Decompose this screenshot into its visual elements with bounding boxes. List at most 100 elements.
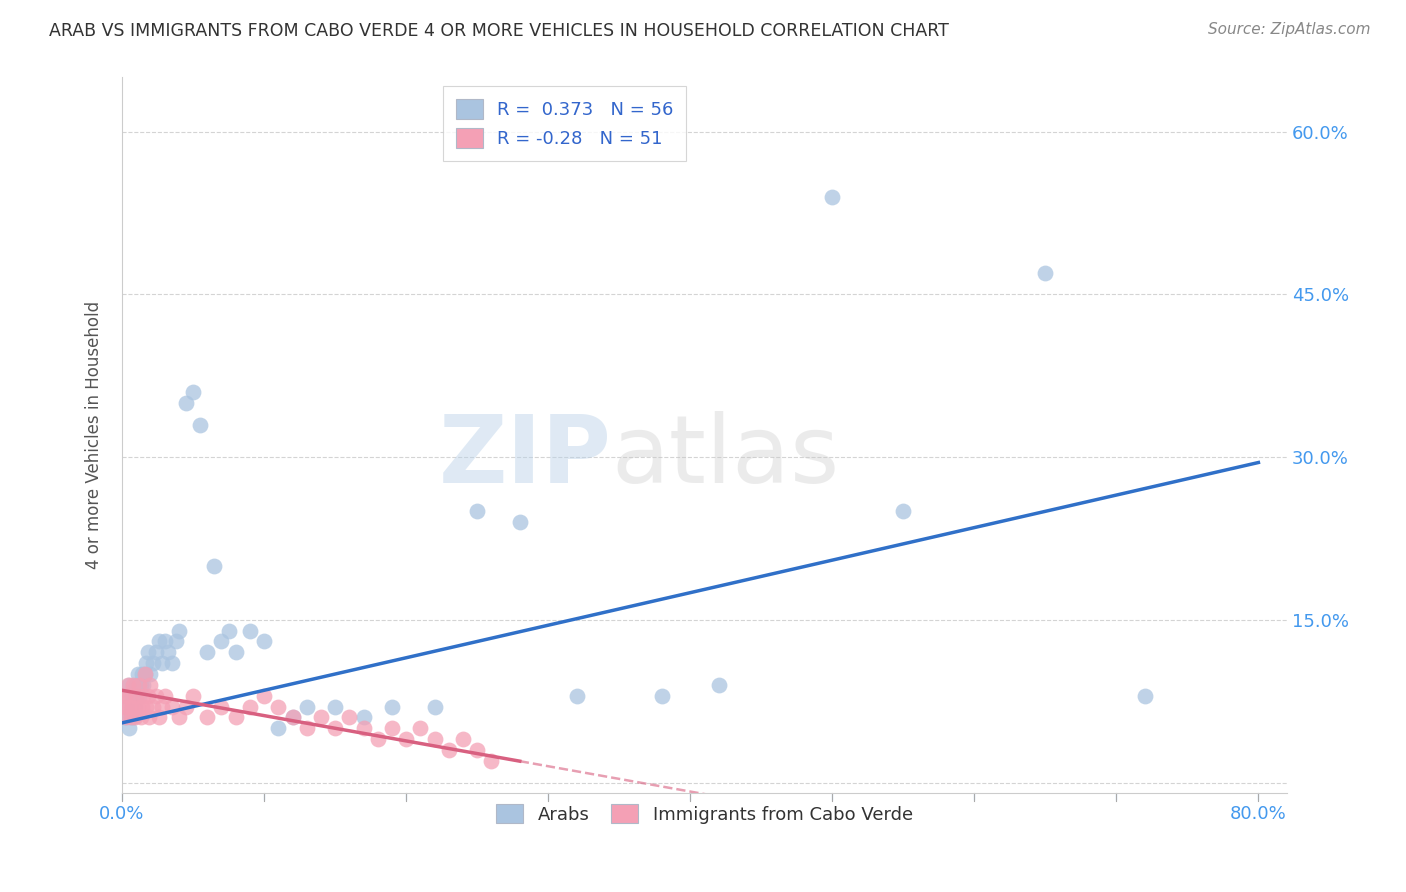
Point — [121, 699, 143, 714]
Point — [135, 699, 157, 714]
Point — [1033, 266, 1056, 280]
Point — [153, 634, 176, 648]
Point — [125, 689, 148, 703]
Point — [115, 710, 138, 724]
Point — [323, 699, 346, 714]
Point — [253, 689, 276, 703]
Point — [120, 710, 142, 724]
Point — [120, 710, 142, 724]
Point — [122, 710, 145, 724]
Point — [267, 699, 290, 714]
Point — [134, 667, 156, 681]
Point — [195, 645, 218, 659]
Point — [281, 710, 304, 724]
Text: ZIP: ZIP — [439, 411, 612, 503]
Point — [122, 678, 145, 692]
Point — [565, 689, 588, 703]
Point — [139, 667, 162, 681]
Point — [423, 699, 446, 714]
Point — [225, 645, 247, 659]
Y-axis label: 4 or more Vehicles in Household: 4 or more Vehicles in Household — [86, 301, 103, 569]
Text: atlas: atlas — [612, 411, 839, 503]
Point — [707, 678, 730, 692]
Point — [181, 384, 204, 399]
Point — [150, 699, 173, 714]
Point — [125, 678, 148, 692]
Legend: Arabs, Immigrants from Cabo Verde: Arabs, Immigrants from Cabo Verde — [485, 793, 924, 834]
Point — [181, 689, 204, 703]
Point — [156, 645, 179, 659]
Point — [124, 699, 146, 714]
Point — [129, 678, 152, 692]
Point — [145, 689, 167, 703]
Point — [167, 710, 190, 724]
Point — [127, 699, 149, 714]
Point — [134, 667, 156, 681]
Point — [174, 699, 197, 714]
Point — [145, 645, 167, 659]
Point — [132, 678, 155, 692]
Point — [337, 710, 360, 724]
Point — [295, 699, 318, 714]
Point — [114, 710, 136, 724]
Point — [142, 699, 165, 714]
Point — [395, 732, 418, 747]
Point — [267, 721, 290, 735]
Point — [117, 689, 139, 703]
Point — [253, 634, 276, 648]
Point — [117, 678, 139, 692]
Point — [409, 721, 432, 735]
Point — [1133, 689, 1156, 703]
Point — [309, 710, 332, 724]
Point — [118, 721, 141, 735]
Point — [451, 732, 474, 747]
Point — [150, 656, 173, 670]
Point — [381, 721, 404, 735]
Point — [139, 678, 162, 692]
Point — [353, 721, 375, 735]
Point — [174, 396, 197, 410]
Point — [465, 504, 488, 518]
Point — [142, 656, 165, 670]
Point — [129, 710, 152, 724]
Point — [821, 190, 844, 204]
Point — [165, 634, 187, 648]
Point — [136, 645, 159, 659]
Point — [131, 667, 153, 681]
Point — [281, 710, 304, 724]
Point — [124, 710, 146, 724]
Point — [128, 689, 150, 703]
Point — [423, 732, 446, 747]
Point — [353, 710, 375, 724]
Point — [127, 667, 149, 681]
Point — [367, 732, 389, 747]
Point — [132, 689, 155, 703]
Text: Source: ZipAtlas.com: Source: ZipAtlas.com — [1208, 22, 1371, 37]
Point — [114, 689, 136, 703]
Point — [121, 699, 143, 714]
Point — [239, 699, 262, 714]
Point — [135, 656, 157, 670]
Point — [153, 689, 176, 703]
Point — [465, 743, 488, 757]
Point — [138, 710, 160, 724]
Point — [211, 699, 233, 714]
Point — [115, 699, 138, 714]
Point — [188, 417, 211, 432]
Point — [112, 699, 135, 714]
Point — [131, 699, 153, 714]
Point — [160, 656, 183, 670]
Point — [195, 710, 218, 724]
Point — [323, 721, 346, 735]
Point — [160, 699, 183, 714]
Text: ARAB VS IMMIGRANTS FROM CABO VERDE 4 OR MORE VEHICLES IN HOUSEHOLD CORRELATION C: ARAB VS IMMIGRANTS FROM CABO VERDE 4 OR … — [49, 22, 949, 40]
Point — [437, 743, 460, 757]
Point — [225, 710, 247, 724]
Point — [479, 754, 502, 768]
Point — [128, 678, 150, 692]
Point — [295, 721, 318, 735]
Point — [167, 624, 190, 638]
Point — [202, 558, 225, 573]
Point — [125, 689, 148, 703]
Point — [381, 699, 404, 714]
